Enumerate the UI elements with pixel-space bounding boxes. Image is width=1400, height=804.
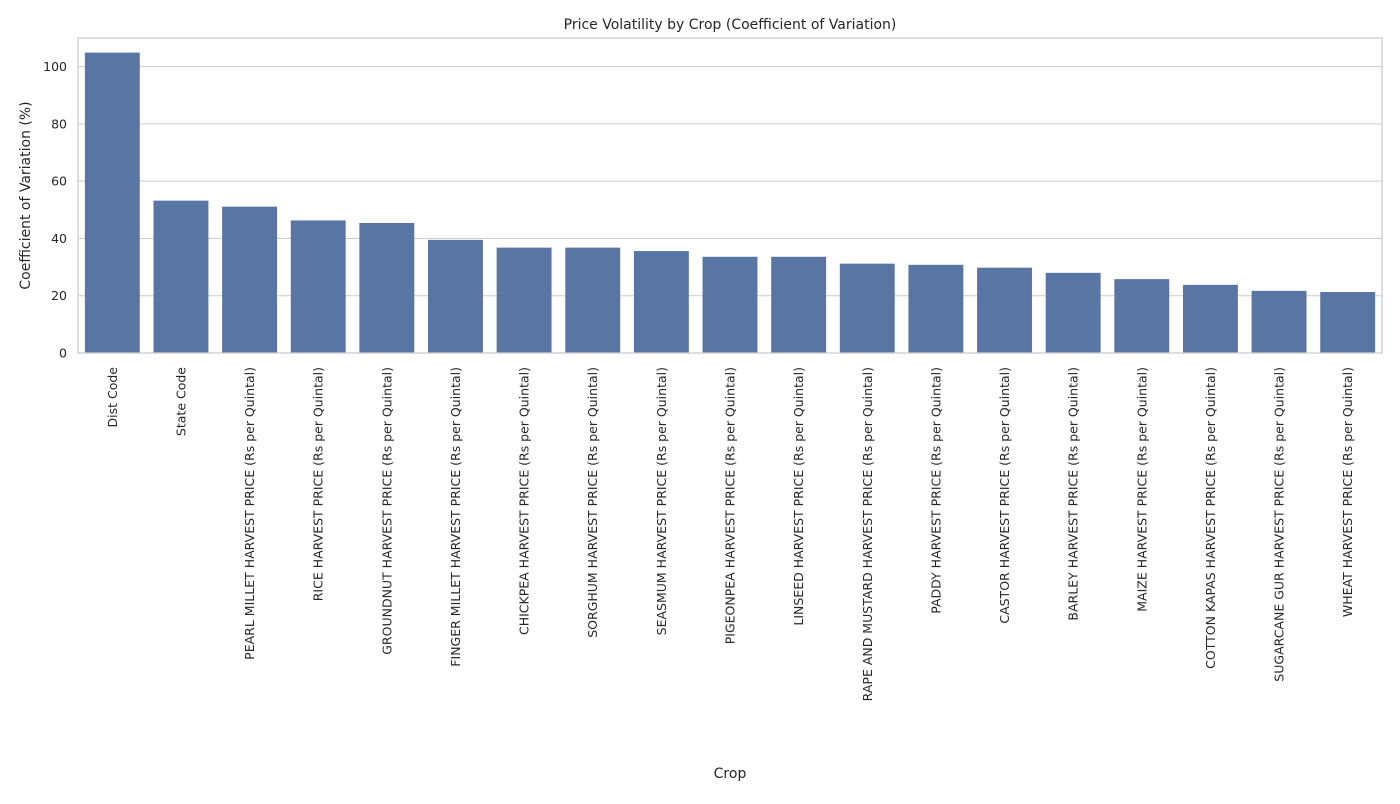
- x-tick-label: PEARL MILLET HARVEST PRICE (Rs per Quint…: [242, 367, 257, 660]
- x-tick-label: RICE HARVEST PRICE (Rs per Quintal): [311, 367, 326, 601]
- bar: [633, 251, 689, 353]
- x-tick-label: RAPE AND MUSTARD HARVEST PRICE (Rs per Q…: [860, 367, 875, 701]
- y-axis-label: Coefficient of Variation (%): [18, 101, 34, 289]
- bar: [496, 247, 552, 353]
- bar: [1114, 279, 1170, 353]
- x-tick-label: LINSEED HARVEST PRICE (Rs per Quintal): [791, 367, 806, 626]
- y-tick-label: 20: [51, 288, 67, 303]
- x-tick-label: Dist Code: [105, 367, 120, 428]
- bar: [771, 256, 827, 353]
- x-tick-label: BARLEY HARVEST PRICE (Rs per Quintal): [1066, 367, 1081, 621]
- bar: [290, 220, 346, 353]
- y-tick-label: 80: [51, 116, 67, 131]
- bar: [908, 264, 964, 353]
- x-tick-label: GROUNDNUT HARVEST PRICE (Rs per Quintal): [379, 367, 394, 655]
- y-tick-label: 40: [51, 231, 67, 246]
- bar: [565, 247, 621, 353]
- x-tick-label: PADDY HARVEST PRICE (Rs per Quintal): [928, 367, 943, 614]
- bar: [1182, 284, 1238, 353]
- x-tick-label: SORGHUM HARVEST PRICE (Rs per Quintal): [585, 367, 600, 638]
- x-axis-ticks: Dist Code State Code PEARL MILLET HARVEST …: [105, 367, 1355, 702]
- x-tick-label: MAIZE HARVEST PRICE (Rs per Quintal): [1134, 367, 1149, 612]
- x-tick-label: FINGER MILLET HARVEST PRICE (Rs per Quin…: [448, 367, 463, 667]
- bar: [839, 263, 895, 353]
- chart-title: Price Volatility by Crop (Coefficient of…: [564, 17, 897, 33]
- bar: [1320, 292, 1376, 353]
- x-tick-label: State Code: [173, 367, 188, 436]
- bar: [222, 206, 278, 353]
- bar: [1045, 272, 1101, 353]
- x-tick-label: PIGEONPEA HARVEST PRICE (Rs per Quintal): [723, 367, 738, 644]
- x-tick-label: CHICKPEA HARVEST PRICE (Rs per Quintal): [517, 367, 532, 635]
- plot-frame: [77, 37, 1383, 354]
- y-tick-label: 60: [51, 174, 67, 189]
- bar: [977, 267, 1032, 353]
- x-tick-label: SEASMUM HARVEST PRICE (Rs per Quintal): [654, 367, 669, 635]
- bars: [84, 52, 1376, 353]
- bar: [1251, 290, 1307, 353]
- y-tick-label: 0: [59, 346, 67, 361]
- y-tick-label: 100: [43, 59, 67, 74]
- bar: [84, 52, 140, 353]
- x-tick-label: COTTON KAPAS HARVEST PRICE (Rs per Quint…: [1203, 367, 1218, 669]
- bar: [153, 200, 209, 353]
- x-tick-label: SUGARCANE GUR HARVEST PRICE (Rs per Quin…: [1272, 367, 1287, 682]
- bar: [359, 222, 415, 353]
- x-tick-label: CASTOR HARVEST PRICE (Rs per Quintal): [997, 367, 1012, 624]
- bar: [428, 239, 483, 353]
- x-axis-label: Crop: [714, 766, 747, 782]
- bar: [702, 256, 758, 353]
- y-axis-ticks: 0 20 40 60 80 100: [43, 59, 67, 360]
- x-tick-label: WHEAT HARVEST PRICE (Rs per Quintal): [1340, 367, 1355, 617]
